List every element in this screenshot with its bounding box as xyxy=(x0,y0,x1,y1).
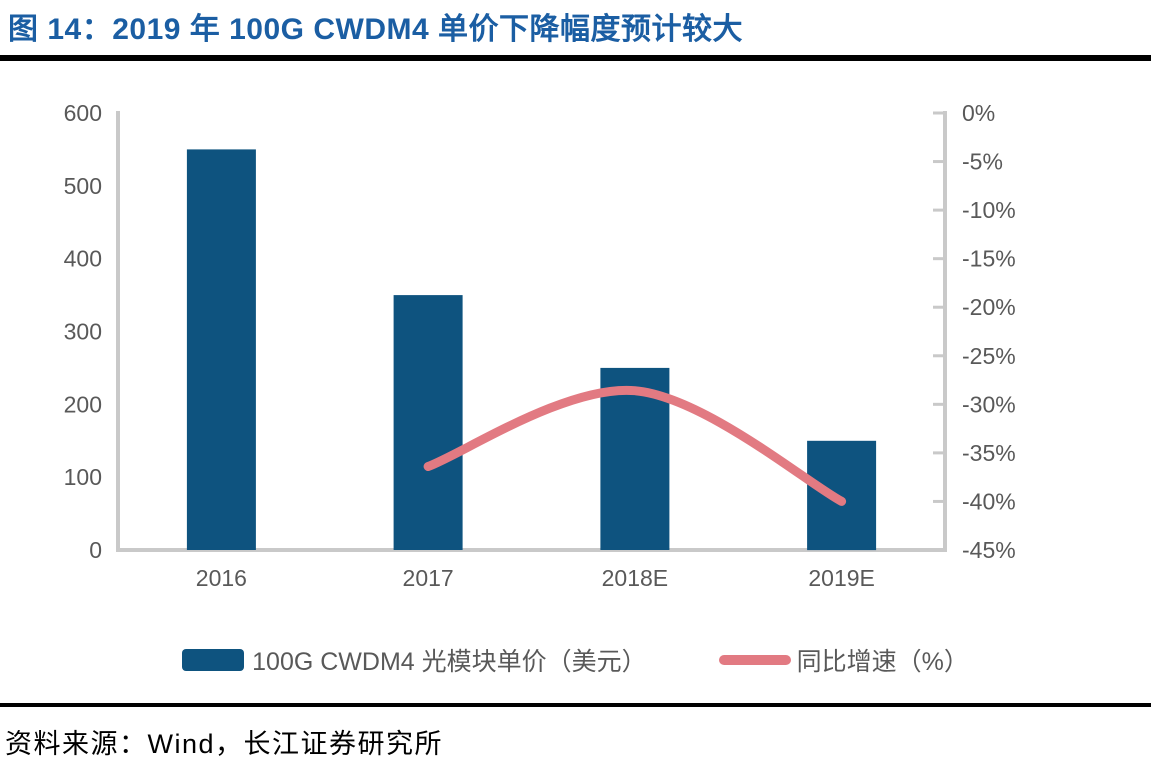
bar-2016 xyxy=(186,149,256,550)
yoy-growth-line xyxy=(423,385,847,506)
source-divider xyxy=(0,703,1151,707)
x-axis-category-label: 2016 xyxy=(196,565,247,591)
right-axis-tick-label: -30% xyxy=(962,391,1016,417)
bar-series-label: 100G CWDM4 光模块单价（美元） xyxy=(252,648,647,676)
left-axis-tick-label: 300 xyxy=(64,319,102,345)
source-note: 资料来源：Wind，长江证券研究所 xyxy=(5,729,444,759)
right-axis-tick-label: -40% xyxy=(962,488,1016,514)
x-axis-category-label: 2019E xyxy=(808,565,875,591)
chart-legend: 100G CWDM4 光模块单价（美元） 同比增速（%） xyxy=(0,640,1151,680)
line-series-label: 同比增速（%） xyxy=(796,648,969,676)
chart-area: 600 500 400 300 200 100 0 0% -5% -10% -15% -20% -25%… xyxy=(64,100,1016,591)
right-axis-tick-label: -25% xyxy=(962,343,1016,369)
right-axis-tick-label: -20% xyxy=(962,294,1016,320)
right-axis-tick-label: -15% xyxy=(962,246,1016,272)
chart-canvas: 600 500 400 300 200 100 0 0% -5% -10% -15% -20% -25%… xyxy=(64,100,1016,591)
left-axis-tick-label: 400 xyxy=(64,246,102,272)
right-axis-tick-label: -5% xyxy=(962,149,1003,175)
left-axis-tick-label: 0 xyxy=(89,537,102,563)
right-axis-tick-label: -45% xyxy=(962,537,1016,563)
left-axis-tick-label: 100 xyxy=(64,464,102,490)
left-axis-tick-label: 200 xyxy=(64,391,102,417)
bar-series-swatch-icon xyxy=(182,649,245,671)
right-axis-tick-label: -10% xyxy=(962,197,1016,223)
bar-2017 xyxy=(393,295,463,550)
left-axis-tick-label: 600 xyxy=(64,100,102,126)
bar-2019E xyxy=(807,440,877,551)
figure-title: 图 14：2019 年 100G CWDM4 单价下降幅度预计较大 xyxy=(8,13,743,46)
legend-item-bar-series: 100G CWDM4 光模块单价（美元） xyxy=(182,642,647,678)
right-axis-tick-label: 0% xyxy=(962,100,995,126)
legend-item-line-series: 同比增速（%） xyxy=(718,642,969,678)
title-divider xyxy=(0,55,1151,61)
left-axis-tick-label: 500 xyxy=(64,173,102,199)
x-axis-category-label: 2017 xyxy=(403,565,454,591)
x-axis-category-label: 2018E xyxy=(602,565,669,591)
right-axis-tick-label: -35% xyxy=(962,440,1016,466)
line-series-swatch-icon xyxy=(718,655,791,665)
